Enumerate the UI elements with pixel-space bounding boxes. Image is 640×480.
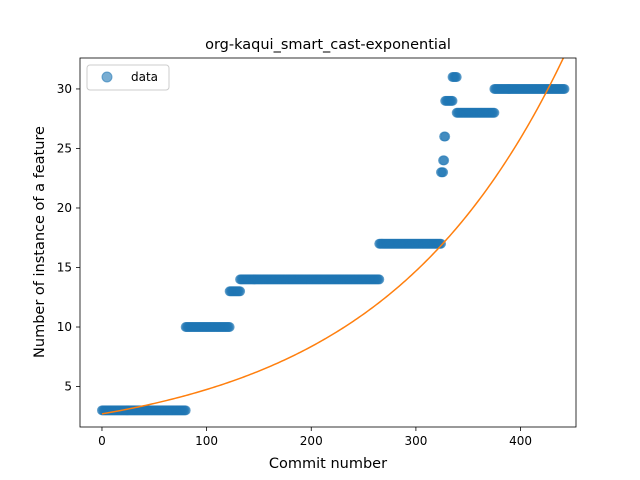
legend: data (86, 64, 170, 91)
data-point (374, 274, 385, 285)
y-tick-label: 10 (57, 320, 72, 334)
chart-title: org-kaqui_smart_cast-exponential (205, 37, 451, 53)
data-point (224, 322, 235, 333)
x-axis: 0 100 200 300 400 (98, 427, 532, 448)
y-axis-label: Number of instance of a feature (32, 126, 48, 358)
data-point (451, 72, 462, 83)
plot-area (96, 58, 570, 416)
y-tick-label: 20 (57, 201, 72, 215)
x-tick-label: 200 (300, 434, 323, 448)
y-tick-label: 25 (57, 141, 72, 155)
data-point (180, 405, 191, 416)
legend-marker-data (101, 71, 113, 83)
data-point (439, 155, 450, 166)
legend-label-data: data (131, 70, 158, 84)
data-point (489, 107, 500, 118)
data-point (436, 238, 447, 249)
data-point (447, 95, 458, 106)
x-tick-label: 400 (509, 434, 532, 448)
plot-frame (79, 57, 577, 428)
y-axis: 5 10 15 20 25 30 (57, 82, 80, 394)
x-tick-label: 0 (98, 434, 106, 448)
fit-line (101, 58, 565, 415)
data-point (559, 83, 570, 94)
x-tick-label: 100 (195, 434, 218, 448)
legend-box (86, 64, 170, 91)
data-point (438, 167, 449, 178)
x-axis-label: Commit number (269, 456, 387, 472)
y-tick-label: 5 (64, 380, 72, 394)
data-point (440, 131, 451, 142)
y-tick-label: 30 (57, 82, 72, 96)
data-point (235, 286, 246, 297)
x-tick-label: 300 (404, 434, 427, 448)
y-tick-label: 15 (57, 260, 72, 274)
